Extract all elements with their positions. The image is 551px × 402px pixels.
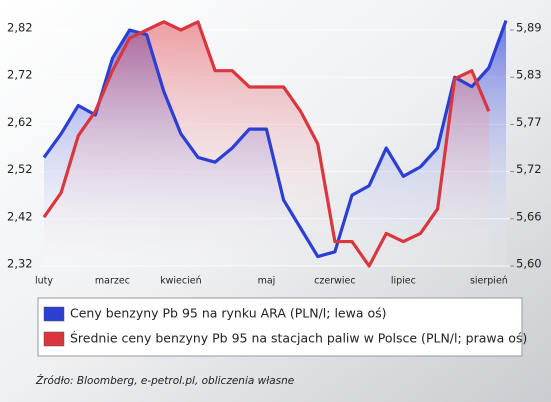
y2-tick-label: 5,83 bbox=[516, 68, 542, 82]
series-line bbox=[42, 20, 508, 259]
y-tick-label: 2,72 bbox=[7, 68, 33, 82]
x-tick-label: kwiecień bbox=[160, 276, 201, 287]
x-tick-label: marzec bbox=[95, 276, 130, 287]
y2-tick-label: 5,60 bbox=[516, 257, 542, 271]
source: Źródło: Bloomberg, e-petrol.pl, obliczen… bbox=[35, 374, 294, 387]
x-tick-label: luty bbox=[35, 276, 53, 287]
series-line bbox=[42, 20, 491, 268]
y-tick-label: 2,62 bbox=[7, 115, 33, 129]
y-tick-label: 2,52 bbox=[7, 162, 33, 176]
x-tick-label: lipiec bbox=[391, 276, 416, 287]
x-tick-label: czerwiec bbox=[314, 276, 355, 287]
legend-swatch bbox=[43, 331, 65, 347]
y-tick-label: 2,82 bbox=[7, 21, 33, 35]
x-tick-label: sierpień bbox=[470, 276, 508, 287]
legend-swatch bbox=[43, 306, 65, 322]
legend-label: Ceny benzyny Pb 95 na rynku ARA (PLN/l; … bbox=[70, 306, 387, 321]
x-tick-label: maj bbox=[258, 276, 276, 287]
series-area bbox=[44, 21, 489, 267]
y-tick-label: 2,32 bbox=[7, 257, 33, 271]
y2-tick-label: 5,89 bbox=[516, 21, 542, 35]
y2-tick-label: 5,72 bbox=[516, 162, 542, 176]
y-tick-label: 2,42 bbox=[7, 209, 33, 223]
legend-label: Średnie ceny benzyny Pb 95 na stacjach p… bbox=[70, 331, 527, 346]
y2-tick-label: 5,66 bbox=[516, 209, 542, 223]
legend-box bbox=[37, 297, 523, 357]
y2-tick-label: 5,77 bbox=[516, 115, 542, 129]
